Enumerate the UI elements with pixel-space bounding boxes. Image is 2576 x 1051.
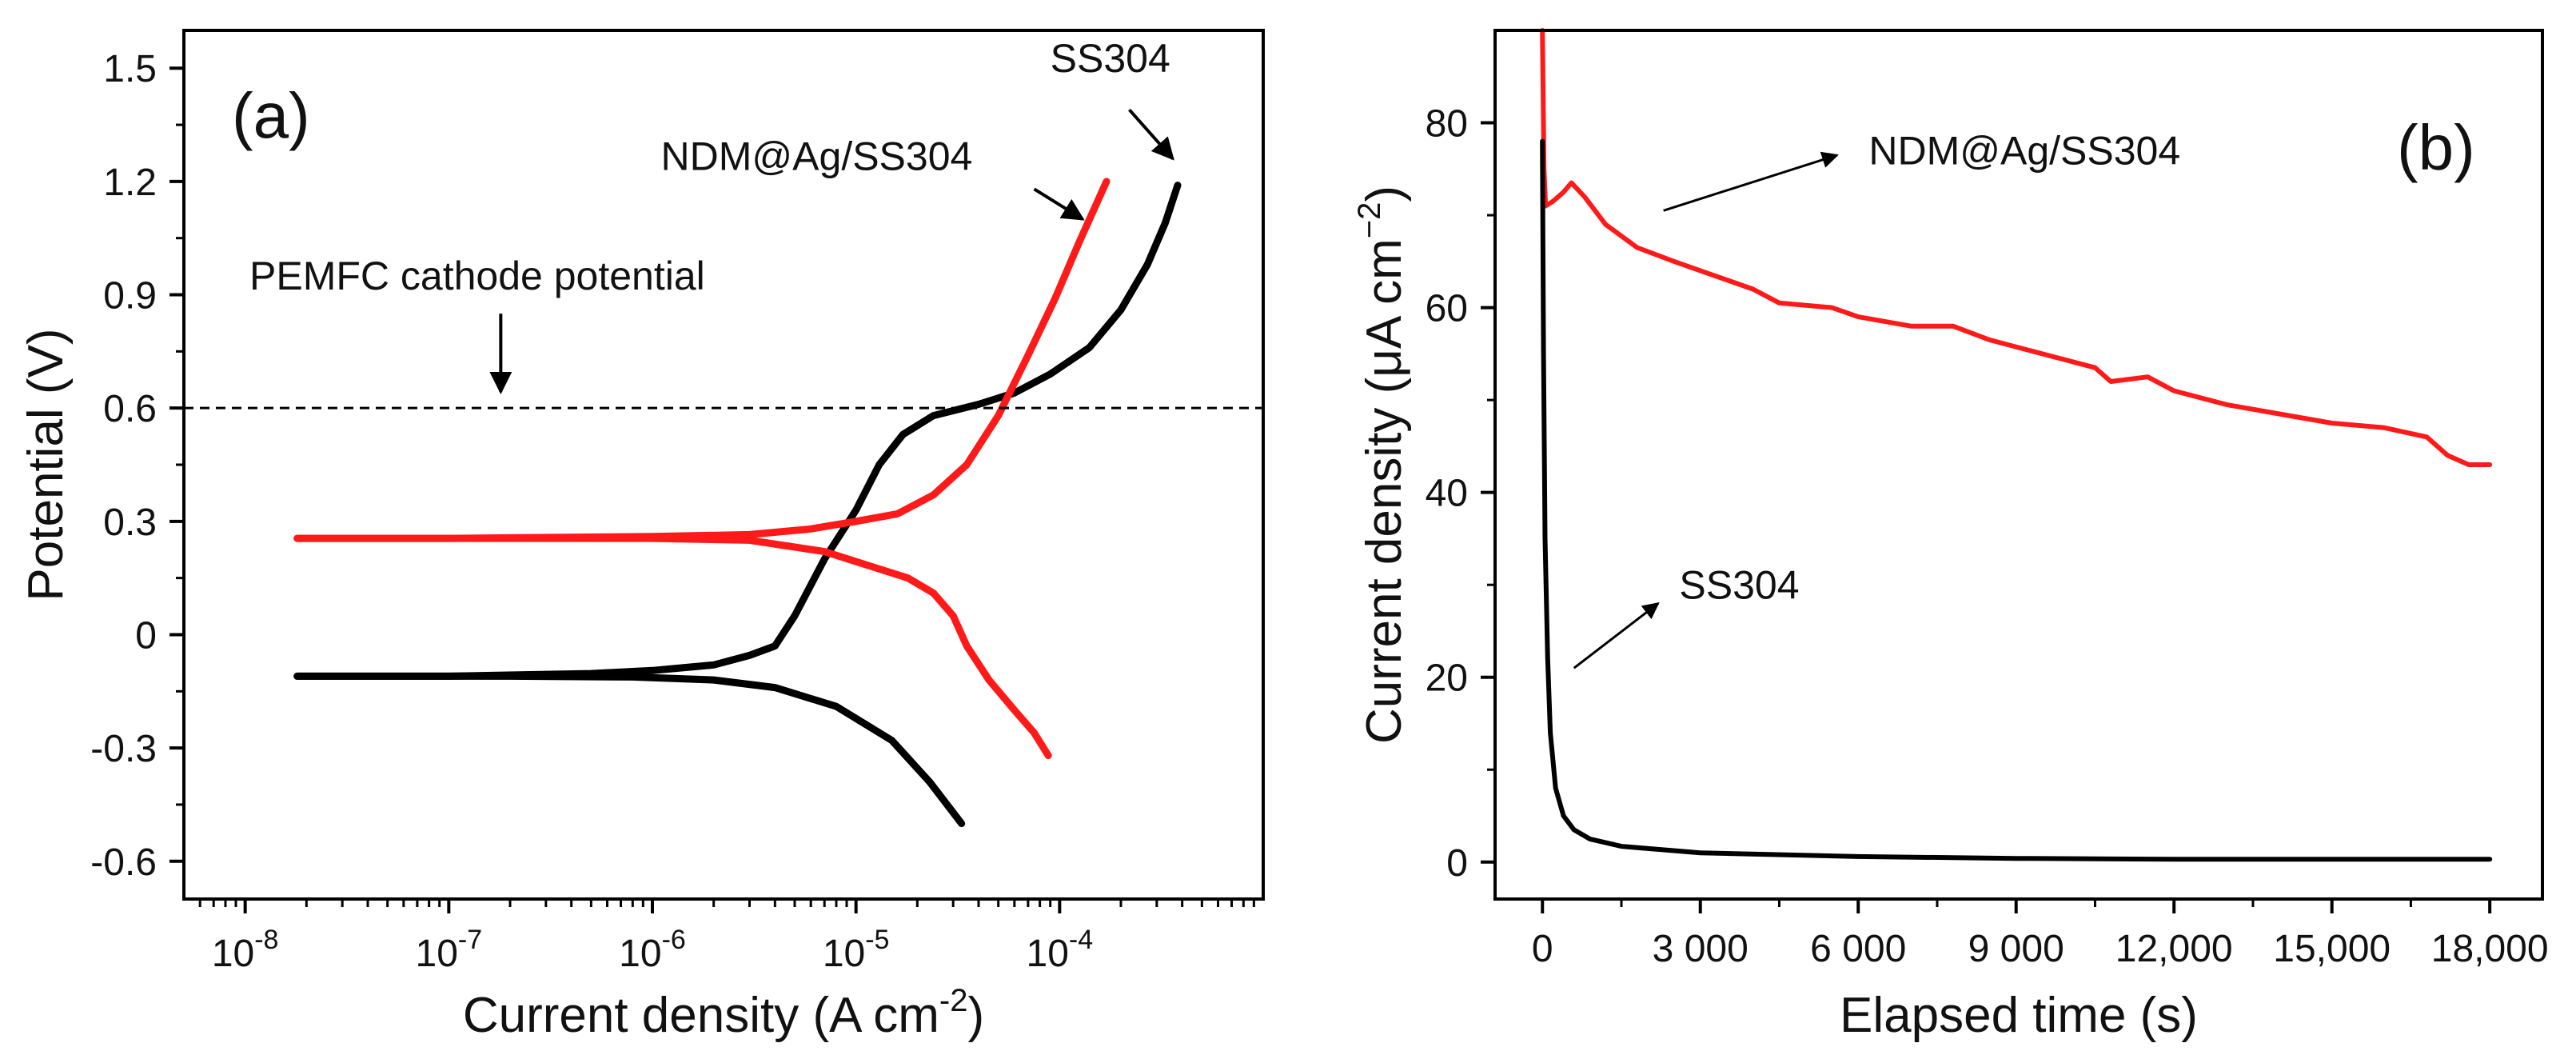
chart-a-y-tick-label: -0.3: [90, 728, 157, 770]
chart-a-series-2: [293, 178, 1111, 542]
chart-b-series-group: [1540, 28, 2493, 862]
chart-b-arrow-ndm: [1663, 151, 1839, 212]
chart-b-y-tick-label: 20: [1426, 657, 1468, 700]
chart-b-y-tick-label: 0: [1446, 842, 1468, 885]
chart-a-x-tick-label: 10-4: [1027, 925, 1094, 975]
chart-b-label-ss304: SS304: [1679, 563, 1799, 608]
chart-a-label-ndm: NDM@Ag/SS304: [661, 134, 973, 179]
chart-a-y-tick-label: 0.9: [103, 275, 157, 318]
chart-b-label-ndm: NDM@Ag/SS304: [1868, 129, 2180, 174]
chart-a-y-tick-label: 0: [135, 614, 157, 657]
chart-a-series-0: [293, 182, 1182, 680]
chart-a-x-tick-label: 10-6: [619, 925, 686, 975]
chart-a: 10-8 10-7 10-6 10-5 10-4 -0.6 -0.3 0 0.3 0.6 0.9 1.…: [18, 29, 1265, 1043]
chart-b: 0 3 000 6 000 9 000 12,000 15,000 18,000 0 20 40 6…: [1352, 28, 2549, 1043]
chart-b-y-axis-title: Current density (μA cm−2): [1352, 186, 1412, 744]
chart-b-series-1: [1540, 138, 2493, 862]
chart-a-x-axis-title: Current density (A cm-2): [463, 983, 984, 1043]
chart-b-panel-label: (b): [2397, 112, 2475, 183]
chart-b-x-axis-title: Elapsed time (s): [1840, 988, 2198, 1043]
chart-b-x-tick-label: 15,000: [2273, 928, 2391, 970]
chart-a-x-tick-label: 10-5: [823, 925, 890, 975]
chart-a-series-3: [293, 534, 1052, 760]
chart-b-ticks: 0 3 000 6 000 9 000 12,000 15,000 18,000 0 20 40 6…: [1426, 103, 2549, 970]
chart-a-panel-label: (a): [232, 80, 310, 151]
chart-b-arrow-ss304: [1573, 602, 1660, 669]
chart-b-y-tick-label: 40: [1426, 473, 1468, 515]
chart-a-y-tick-label: 0.6: [103, 388, 157, 430]
chart-a-ticks: 10-8 10-7 10-6 10-5 10-4 -0.6 -0.3 0 0.3 0.6 0.9 1.…: [90, 48, 1255, 975]
chart-b-y-tick-label: 80: [1426, 103, 1468, 146]
chart-b-x-tick-label: 18,000: [2431, 928, 2549, 970]
chart-a-y-tick-label: -0.6: [90, 841, 157, 884]
chart-b-series-0: [1540, 28, 2493, 467]
chart-a-series-1: [293, 672, 966, 828]
chart-b-x-tick-label: 9 000: [1968, 928, 2064, 970]
chart-a-arrow-ndm: [1033, 187, 1085, 221]
chart-a-arrow-ss304: [1128, 108, 1174, 161]
chart-b-x-tick-label: 0: [1532, 928, 1553, 970]
chart-a-series-group: [293, 178, 1182, 828]
chart-a-x-tick-label: 10-8: [212, 925, 279, 975]
chart-b-x-tick-label: 3 000: [1653, 928, 1749, 970]
chart-a-y-tick-label: 1.5: [103, 48, 157, 90]
chart-a-label-ss304: SS304: [1051, 36, 1170, 81]
chart-a-y-axis-title: Potential (V): [18, 328, 74, 601]
chart-a-x-tick-label: 10-7: [416, 925, 483, 975]
chart-b-x-tick-label: 12,000: [2115, 928, 2233, 970]
chart-a-reference-label: PEMFC cathode potential: [249, 254, 705, 298]
chart-b-plot-frame: [1493, 29, 2544, 901]
chart-b-x-tick-label: 6 000: [1810, 928, 1906, 970]
chart-a-y-tick-label: 1.2: [103, 162, 157, 204]
chart-b-y-tick-label: 60: [1426, 288, 1468, 330]
chart-a-y-tick-label: 0.3: [103, 502, 157, 544]
